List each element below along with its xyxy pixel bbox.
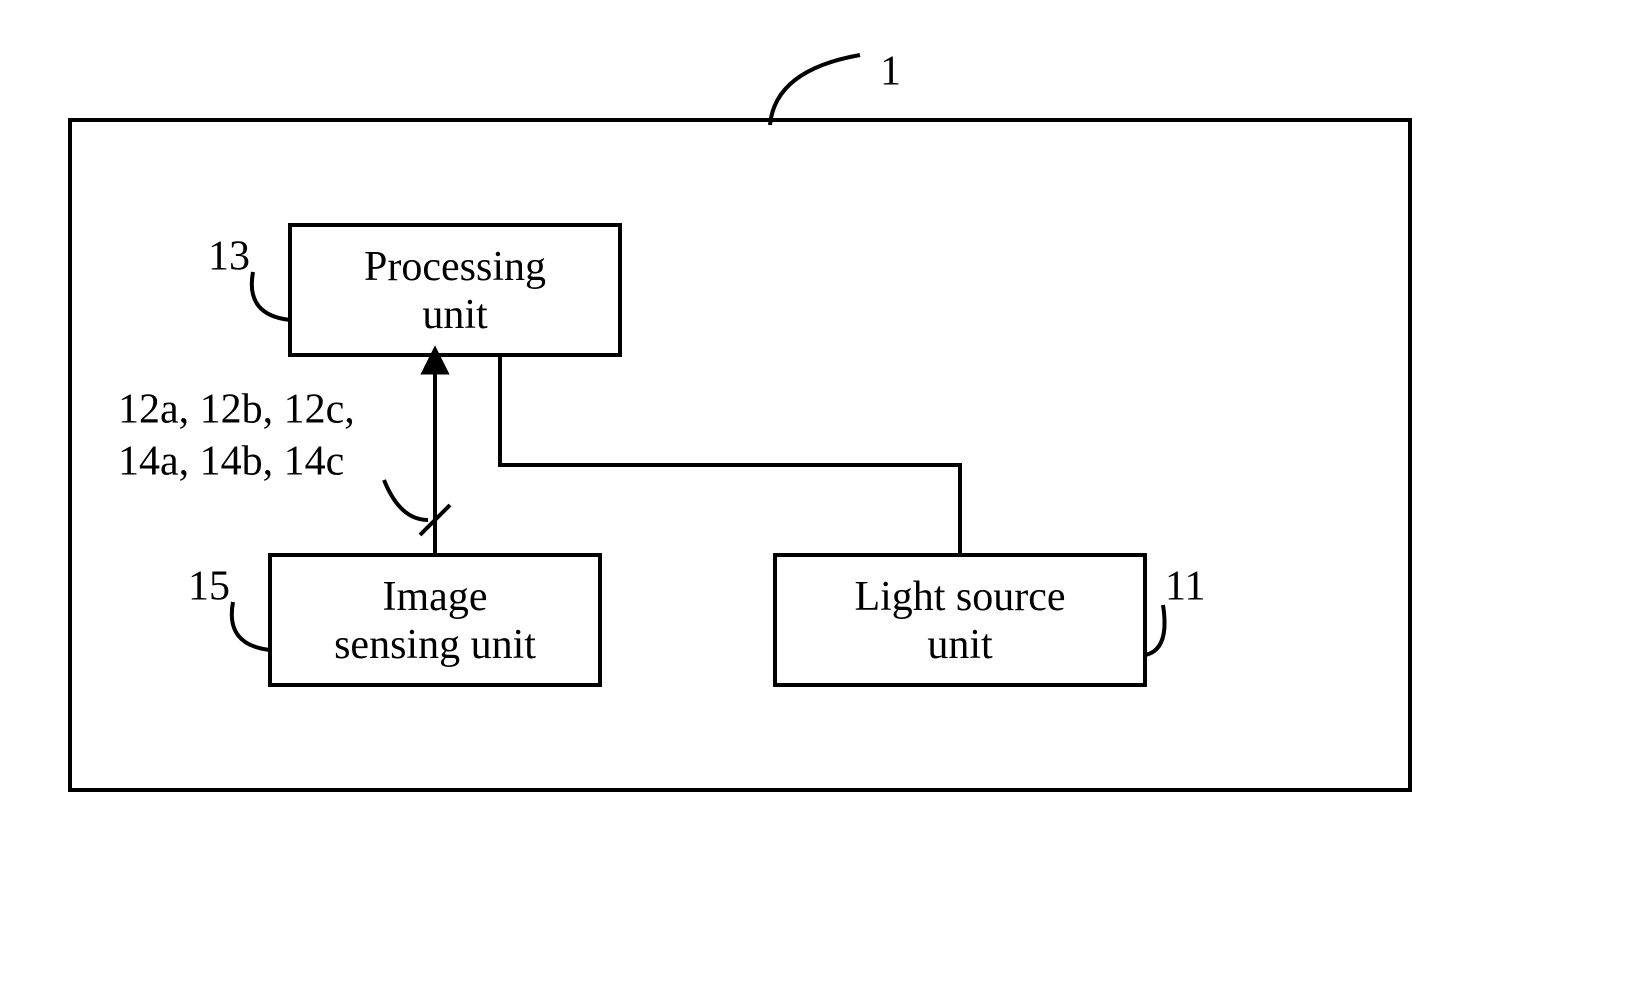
svg-text:Image: Image (383, 574, 488, 620)
svg-text:12a, 12b, 12c,: 12a, 12b, 12c, (118, 387, 355, 433)
svg-text:Light source: Light source (854, 574, 1065, 620)
svg-text:11: 11 (1165, 564, 1205, 610)
svg-text:15: 15 (188, 564, 230, 610)
svg-text:unit: unit (422, 292, 488, 338)
svg-text:unit: unit (927, 622, 993, 668)
svg-text:sensing unit: sensing unit (334, 622, 536, 668)
svg-text:13: 13 (208, 234, 250, 280)
node-light_source: Light sourceunit 11 (775, 555, 1205, 685)
svg-text:Processing: Processing (364, 244, 546, 290)
svg-text:14a, 14b, 14c: 14a, 14b, 14c (118, 439, 344, 485)
svg-text:1: 1 (880, 49, 901, 95)
